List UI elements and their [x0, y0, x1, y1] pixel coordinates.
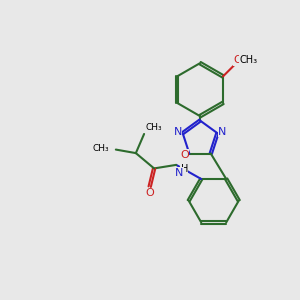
Text: O: O	[180, 150, 189, 160]
Text: CH₃: CH₃	[240, 55, 258, 65]
Text: N: N	[173, 127, 182, 137]
Text: N: N	[175, 167, 183, 178]
Text: O: O	[233, 55, 242, 65]
Text: N: N	[218, 127, 226, 137]
Text: CH₃: CH₃	[146, 123, 162, 132]
Text: CH₃: CH₃	[93, 145, 109, 154]
Text: O: O	[145, 188, 154, 198]
Text: H: H	[181, 164, 188, 174]
